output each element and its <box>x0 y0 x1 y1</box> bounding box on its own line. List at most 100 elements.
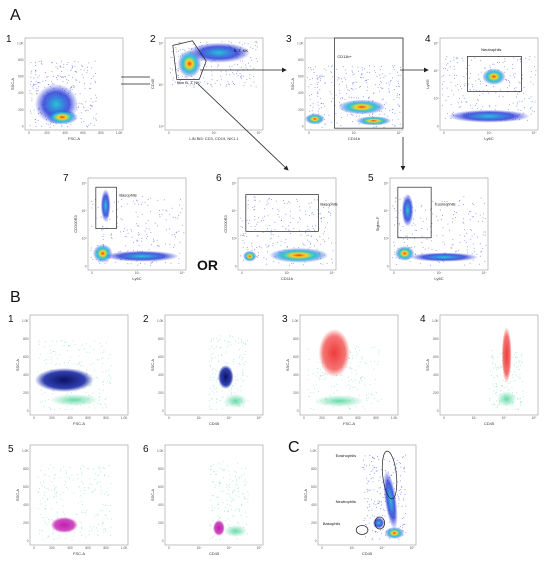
event-dot <box>427 228 428 230</box>
event-dot <box>359 349 361 351</box>
event-dot <box>120 205 122 207</box>
event-dot <box>234 376 236 378</box>
event-dot <box>361 69 363 71</box>
event-dot <box>81 527 83 529</box>
event-dot <box>45 340 47 342</box>
event-dot <box>51 481 53 483</box>
event-dot <box>414 229 416 231</box>
event-dot <box>104 402 106 404</box>
event-dot <box>39 499 41 501</box>
event-dot <box>48 83 50 85</box>
event-dot <box>99 392 101 394</box>
event-dot <box>515 356 517 358</box>
event-dot <box>351 379 353 380</box>
event-dot <box>100 216 102 218</box>
event-dot <box>377 502 379 504</box>
event-dot <box>492 85 494 87</box>
event-dot <box>214 357 216 359</box>
event-dot <box>56 491 58 493</box>
event-dot <box>45 359 47 361</box>
event-dot <box>444 201 445 202</box>
event-dot <box>456 250 458 252</box>
event-dot <box>237 63 238 65</box>
event-dot <box>54 351 56 353</box>
event-dot <box>381 82 383 84</box>
event-dot <box>210 341 212 342</box>
event-dot <box>395 216 397 218</box>
event-dot <box>141 213 143 215</box>
event-dot <box>493 63 495 65</box>
event-dot <box>276 241 278 243</box>
event-dot <box>457 57 459 59</box>
event-dot <box>308 202 310 204</box>
event-dot <box>41 484 43 486</box>
event-dot <box>104 514 106 516</box>
event-dot <box>459 200 461 202</box>
event-dot <box>242 363 244 365</box>
event-dot <box>178 77 180 78</box>
y-tick-label: 10⁵ <box>434 42 440 46</box>
event-dot <box>289 222 291 223</box>
panel-number: 6 <box>143 444 149 455</box>
event-dot <box>373 503 375 505</box>
event-dot <box>71 408 73 410</box>
event-dot <box>63 344 65 346</box>
event-dot <box>228 511 229 513</box>
event-dot <box>142 196 144 198</box>
event-dot <box>213 348 215 350</box>
event-dot <box>289 233 291 234</box>
event-dot <box>310 84 312 85</box>
event-dot <box>42 80 44 82</box>
event-dot <box>310 392 312 394</box>
event-dot <box>406 235 408 237</box>
event-dot <box>98 388 100 390</box>
event-dot <box>87 126 89 128</box>
event-dot <box>60 75 61 77</box>
event-dot <box>117 226 119 228</box>
event-dot <box>253 206 255 208</box>
event-dot <box>399 94 401 96</box>
event-dot <box>210 84 212 86</box>
event-dot <box>150 197 152 199</box>
event-dot <box>489 106 491 108</box>
event-dot <box>459 98 460 99</box>
event-dot <box>245 350 247 352</box>
event-dot <box>61 126 63 128</box>
event-dot <box>516 93 518 95</box>
event-dot <box>234 476 236 477</box>
event-dot <box>223 461 225 463</box>
event-dot <box>267 251 268 253</box>
event-dot <box>383 459 385 461</box>
event-dot <box>34 121 36 123</box>
event-dot <box>134 203 136 205</box>
panel-number: 3 <box>286 34 292 45</box>
event-dot <box>362 376 364 378</box>
y-tick-label: 600 <box>298 75 304 79</box>
event-dot <box>109 380 110 382</box>
event-dot <box>64 341 66 343</box>
event-dot <box>37 82 39 84</box>
event-dot <box>467 252 469 254</box>
event-dot <box>514 72 516 74</box>
event-dot <box>40 514 42 515</box>
event-dot <box>508 388 510 390</box>
event-dot <box>381 66 383 68</box>
overlay-magenta-population <box>213 520 225 536</box>
event-dot <box>330 71 332 73</box>
event-dot <box>328 65 330 67</box>
event-dot <box>110 526 112 528</box>
event-dot <box>445 58 447 60</box>
event-dot <box>263 219 265 221</box>
event-dot <box>240 75 242 77</box>
event-dot <box>352 71 353 73</box>
event-dot <box>311 110 313 112</box>
event-dot <box>297 201 299 202</box>
event-dot <box>512 64 514 66</box>
gate-label: B, T, NK <box>234 48 249 53</box>
event-dot <box>65 341 67 343</box>
event-dot <box>179 252 181 254</box>
event-dot <box>67 350 68 352</box>
event-dot <box>212 481 214 483</box>
event-dot <box>97 474 99 476</box>
event-dot <box>378 400 380 402</box>
